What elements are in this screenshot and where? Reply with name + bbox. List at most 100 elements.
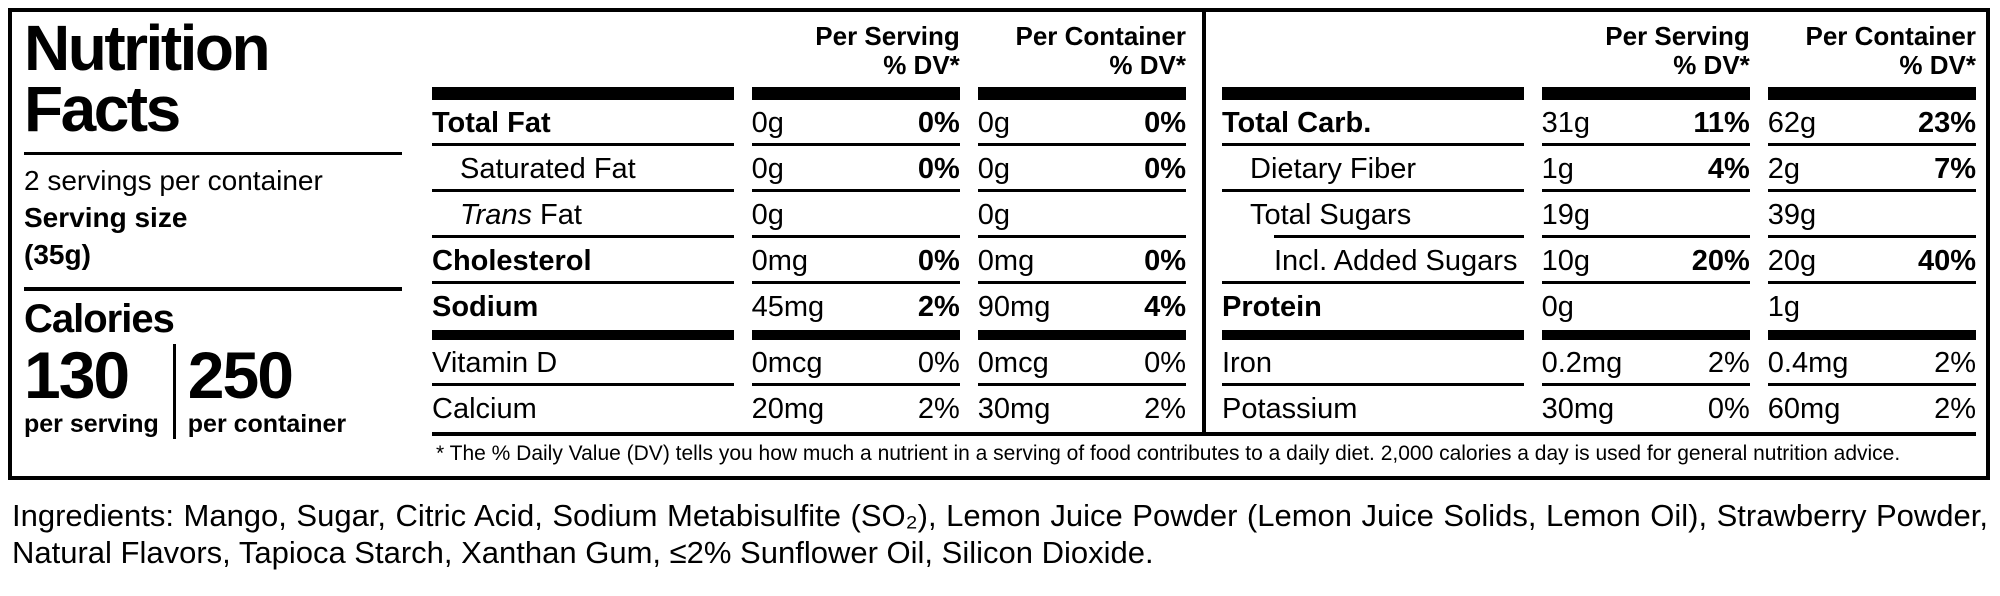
nutrient-name-text: Trans Fat (460, 198, 582, 231)
calories-per-serving-value: 130 (24, 338, 130, 413)
label-title-line2: Facts (24, 72, 181, 145)
nutrient-name: Vitamin D (432, 340, 734, 387)
divider (24, 287, 402, 292)
nutrient-value-cell-per-serving: 30mg 0% (1542, 386, 1750, 432)
separator-bar-segment (1767, 330, 1976, 341)
nutrient-name-text: Saturated Fat (460, 152, 636, 185)
nutrient-amount: 39g (1767, 198, 1817, 231)
nutrient-daily-value: 2% (1144, 392, 1186, 425)
nutrient-name: Saturated Fat (432, 146, 734, 193)
nutrient-row: Cholesterol 0mg 0% 0mg 0% (432, 238, 1187, 285)
calories-per-container-unit: per container (187, 410, 347, 439)
nutrient-value-cell-per-serving: 0g 0% (751, 100, 961, 147)
nutrient-row: Iron 0.2mg 2% 0.4mg 2% (1222, 340, 1977, 387)
nutrient-amount: 90mg (977, 290, 1051, 323)
nutrient-daily-value: 23% (1917, 106, 1976, 139)
nutrient-amount: 0.2mg (1541, 346, 1623, 379)
nutrient-amount: 0mcg (977, 346, 1049, 379)
nutrient-value-cell-per-serving: 10g 20% (1541, 238, 1751, 285)
nutrient-name: Dietary Fiber (1222, 146, 1524, 193)
nutrient-value-cell-per-serving: 31g 11% (1541, 100, 1751, 147)
nutrient-amount: 10g (1541, 244, 1590, 277)
nutrient-amount: 0g (977, 152, 1011, 185)
nutrient-amount: 62g (1767, 106, 1817, 139)
nutrient-daily-value: 20% (1691, 244, 1750, 277)
nutrient-name-text: Calcium (432, 392, 537, 425)
nutrient-name: Trans Fat (432, 192, 734, 239)
nutrient-value-cell-per-container: 0g 0% (977, 146, 1187, 193)
nutrient-daily-value: 2% (1934, 346, 1976, 379)
nutrient-name: Cholesterol (432, 238, 734, 285)
nutrient-name-text: Total Fat (432, 106, 551, 139)
column-header-line2: % DV* (1899, 50, 1976, 81)
nutrient-row: Sodium 45mg 2% 90mg 4% (432, 284, 1186, 330)
separator-bar-segment (1222, 87, 1524, 101)
nutrient-name-text: Vitamin D (432, 346, 558, 379)
nutrient-value-cell-per-serving: 0mg 0% (751, 238, 961, 285)
divider (24, 151, 402, 155)
nutrient-daily-value: 2% (917, 290, 960, 323)
nutrient-daily-value: 0% (1144, 106, 1186, 139)
nutrient-name: Total Carb. (1222, 100, 1524, 147)
nutrient-daily-value: 0% (917, 244, 960, 277)
nutrient-amount: 45mg (751, 290, 825, 323)
nutrient-name-text: Iron (1222, 346, 1272, 379)
nutrient-name: Total Sugars (1222, 192, 1524, 239)
nutrient-amount: 0g (751, 198, 784, 231)
nutrient-row: Total Fat 0g 0% 0g 0% (432, 100, 1187, 147)
nutrient-amount: 30mg (977, 392, 1051, 425)
nutrient-value-cell-per-serving: 0g 0% (751, 146, 961, 193)
nutrient-name-text: Total Sugars (1250, 198, 1412, 231)
nutrient-name-text: Cholesterol (432, 244, 592, 277)
nutrient-amount: 0g (977, 198, 1011, 231)
nutrient-value-cell-per-serving: 0g (751, 192, 961, 239)
servings-per-container: 2 servings per container (24, 164, 323, 196)
calories-label: Calories (24, 297, 175, 342)
nutrient-daily-value: 0% (917, 106, 960, 139)
nutrient-row: Potassium 30mg 0% 60mg 2% (1222, 386, 1976, 432)
column-header-line2: % DV* (1673, 50, 1750, 81)
dv-footnote: * The % Daily Value (DV) tells you how m… (432, 432, 1976, 476)
nutrient-value-cell-per-container: 0g 0% (977, 100, 1187, 147)
label-title: Nutrition Facts (24, 12, 402, 145)
column-header-line1: Per Serving (1605, 21, 1750, 51)
column-header: Per Container% DV* (1768, 21, 1977, 81)
separator-bar-segment (751, 87, 960, 101)
nutrient-daily-value: 2% (1934, 392, 1976, 425)
nutrient-amount: 0mg (751, 244, 809, 277)
nutrient-name: Protein (1222, 284, 1524, 330)
nutrient-row: Trans Fat 0g 0g (432, 192, 1187, 239)
calories-values: 130 per serving 250 per container (24, 338, 402, 440)
nutrient-row: Total Sugars 19g 39g (1222, 192, 1977, 239)
nutrient-value-cell-per-serving: 0.2mg 2% (1541, 340, 1751, 387)
nutrient-value-cell-per-container: 39g (1767, 192, 1977, 239)
nutrient-row: Calcium 20mg 2% 30mg 2% (432, 386, 1186, 432)
nutrient-value-cell-per-serving: 1g 4% (1541, 146, 1751, 193)
nutrient-amount: 2g (1767, 152, 1801, 185)
nutrient-daily-value: 4% (1144, 290, 1186, 323)
column-header-line1: Per Container (1805, 21, 1977, 51)
nutrient-amount: 60mg (1767, 392, 1841, 425)
nutrient-value-cell-per-container: 1g (1768, 284, 1976, 330)
table-header-row: Per Serving% DV* Per Container% DV* (432, 12, 1186, 80)
nutrient-name-text: Dietary Fiber (1250, 152, 1416, 185)
label-title-line1: Nutrition (24, 12, 271, 84)
separator-bar-segment (977, 87, 1186, 101)
nutrient-daily-value: 40% (1917, 244, 1976, 277)
nutrient-value-cell-per-container: 0mg 0% (977, 238, 1187, 285)
nutrient-daily-value: 4% (1707, 152, 1750, 185)
nutrient-amount: 30mg (1541, 392, 1615, 425)
nutrient-daily-value: 0% (1707, 392, 1750, 425)
nutrition-facts-label: Nutrition Facts 2 servings per container… (8, 8, 1990, 480)
column-header-line2: % DV* (883, 50, 960, 81)
nutrient-daily-value: 11% (1693, 106, 1750, 139)
nutrient-value-cell-per-serving: 20mg 2% (752, 386, 960, 432)
nutrient-row: Total Carb. 31g 11% 62g 23% (1222, 100, 1977, 147)
separator-bar-segment (432, 330, 734, 341)
nutrient-daily-value: 0% (1144, 152, 1186, 185)
nutrient-amount: 31g (1541, 106, 1590, 139)
nutrient-value-cell-per-serving: 0mcg 0% (751, 340, 961, 387)
nutrient-amount: 0.4mg (1767, 346, 1849, 379)
nutrient-value-cell-per-serving: 0g (1542, 284, 1750, 330)
nutrient-value-cell-per-container: 2g 7% (1767, 146, 1977, 193)
